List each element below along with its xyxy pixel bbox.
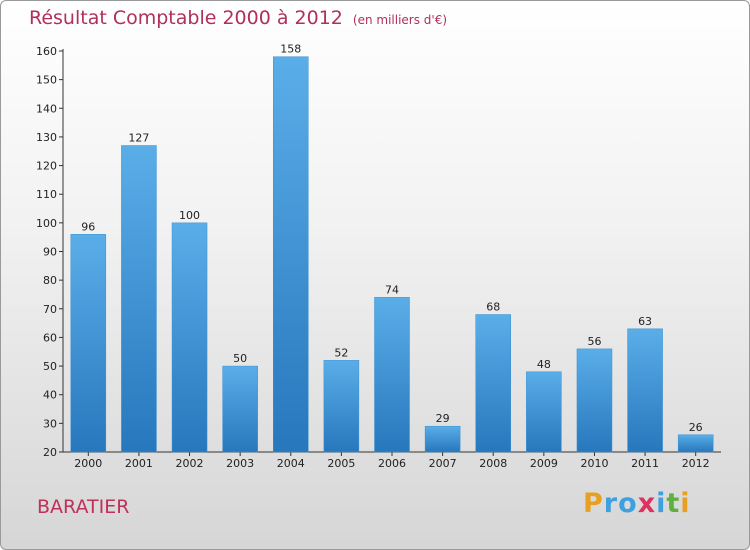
y-tick-label: 60	[43, 331, 57, 344]
x-tick-label: 2003	[226, 457, 254, 470]
chart-title: Résultat Comptable 2000 à 2012 (en millie…	[29, 7, 447, 29]
x-tick-label: 2012	[682, 457, 710, 470]
y-tick-label: 160	[36, 45, 57, 58]
y-tick-label: 50	[43, 360, 57, 373]
x-tick-label: 2009	[530, 457, 558, 470]
bar-value-label: 26	[689, 421, 703, 434]
bar	[424, 425, 461, 453]
x-tick-label: 2001	[125, 457, 153, 470]
bar	[627, 328, 663, 453]
y-tick-label: 70	[43, 303, 57, 316]
y-tick-label: 130	[36, 131, 57, 144]
y-tick-label: 120	[36, 160, 57, 173]
bar	[70, 234, 107, 453]
bar	[374, 297, 410, 453]
bar-value-label: 63	[638, 315, 652, 328]
logo-letter: o	[618, 488, 638, 519]
y-tick-label: 20	[43, 446, 57, 459]
x-tick-label: 2004	[277, 457, 305, 470]
y-tick-label: 110	[36, 188, 57, 201]
bar	[273, 56, 309, 453]
bar	[171, 222, 208, 453]
bar	[222, 365, 258, 453]
logo-letter: t	[666, 488, 681, 519]
y-tick-label: 40	[43, 389, 57, 402]
x-tick-label: 2010	[580, 457, 608, 470]
x-tick-label: 2002	[176, 457, 204, 470]
chart-labels: 96 2000 127 2001 100 2002 50 2003 158 2004 52 2005 7…	[74, 43, 709, 470]
bar	[677, 434, 714, 453]
chart-title-text: Résultat Comptable 2000 à 2012	[29, 7, 343, 29]
bar-value-label: 52	[334, 346, 348, 359]
bar-value-label: 100	[179, 209, 200, 222]
bar-value-label: 74	[385, 283, 399, 296]
bar	[576, 348, 613, 453]
commune-name: BARATIER	[37, 496, 130, 518]
logo-letter: P	[583, 488, 604, 519]
x-tick-label: 2011	[631, 457, 659, 470]
y-tick-label: 140	[36, 102, 57, 115]
logo-letter: x	[637, 488, 657, 519]
bar-value-label: 158	[280, 43, 301, 56]
logo-letter: i	[680, 488, 691, 519]
bar-value-label: 29	[436, 412, 450, 425]
bar-value-label: 50	[233, 352, 247, 365]
chart-bars	[70, 56, 714, 453]
bar	[121, 145, 157, 453]
bar-value-label: 68	[486, 301, 500, 314]
x-tick-label: 2007	[429, 457, 457, 470]
x-tick-label: 2008	[479, 457, 507, 470]
bar-value-label: 127	[128, 132, 149, 145]
bar-value-label: 56	[587, 335, 601, 348]
bar-value-label: 48	[537, 358, 551, 371]
bar	[526, 371, 562, 453]
x-tick-label: 2005	[327, 457, 355, 470]
y-tick-label: 150	[36, 74, 57, 87]
y-tick-label: 80	[43, 274, 57, 287]
bar-value-label: 96	[81, 220, 95, 233]
x-tick-label: 2000	[74, 457, 102, 470]
logo-letter: i	[656, 488, 667, 519]
y-tick-label: 30	[43, 417, 57, 430]
bar	[475, 314, 511, 453]
chart-unit-note: (en milliers d'€)	[352, 13, 448, 27]
logo-letter: r	[603, 488, 619, 519]
y-tick-label: 90	[43, 246, 57, 259]
y-tick-label: 100	[36, 217, 57, 230]
proxiti-logo: Proxiti	[583, 488, 691, 519]
bar	[323, 360, 360, 453]
x-tick-label: 2006	[378, 457, 406, 470]
